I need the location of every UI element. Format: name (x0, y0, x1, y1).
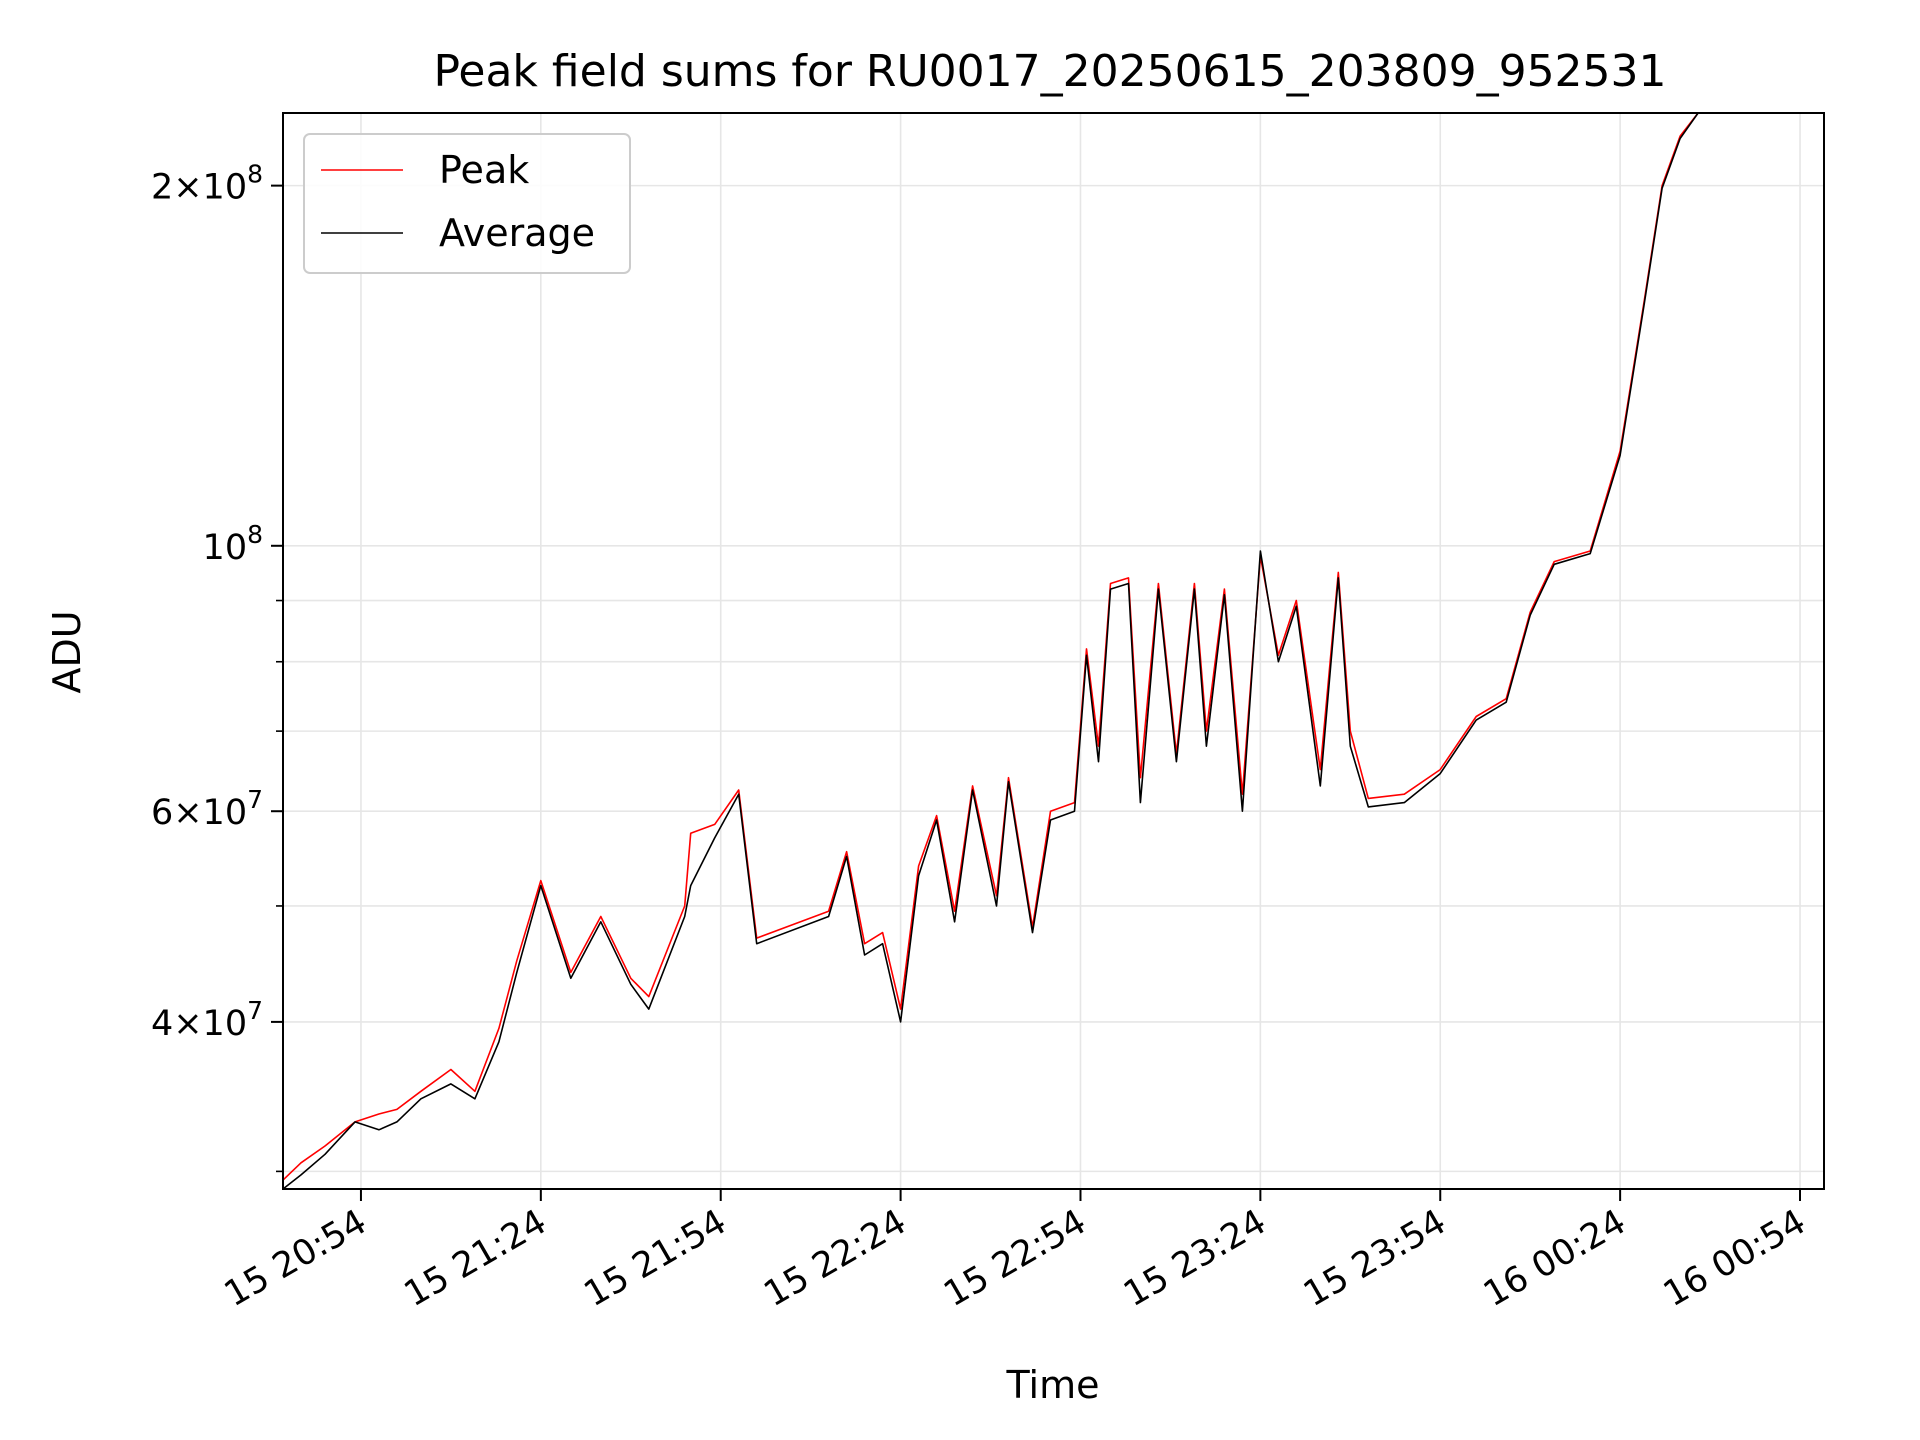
y-tick-exponent: 7 (247, 996, 263, 1025)
plot-series (282, 112, 1699, 1190)
legend-label-peak: Peak (439, 148, 529, 192)
y-tick-times: × (173, 1004, 202, 1044)
y-tick-base: 2 (151, 168, 173, 208)
y-tick-exponent: 8 (247, 520, 263, 549)
y-axis-label: ADU (45, 610, 89, 693)
legend-box (303, 133, 631, 274)
y-tick-label: 4×107 (151, 996, 263, 1044)
legend-label-average: Average (439, 211, 595, 255)
y-tick-ten: 10 (203, 528, 248, 568)
y-tick-exponent: 7 (247, 785, 263, 814)
legend: Peak Average (303, 133, 631, 274)
y-tick-label: 108 (203, 520, 263, 568)
y-tick-label: 6×107 (151, 785, 263, 833)
y-tick-base: 6 (151, 793, 173, 833)
series-line-average (282, 112, 1699, 1190)
grid (283, 113, 1824, 1189)
y-tick-exponent: 8 (247, 160, 263, 189)
plot-frame (282, 112, 1825, 1190)
y-tick-ten: 10 (203, 793, 248, 833)
chart-title: Peak field sums for RU0017_20250615_2038… (433, 46, 1666, 97)
x-axis-label: Time (1006, 1363, 1100, 1407)
y-tick-label: 2×108 (151, 160, 263, 208)
y-tick-base: 4 (151, 1004, 173, 1044)
y-tick-ten: 10 (203, 168, 248, 208)
y-tick-times: × (173, 793, 202, 833)
series-line-peak (282, 112, 1699, 1181)
y-tick-times: × (173, 168, 202, 208)
y-tick-ten: 10 (203, 1004, 248, 1044)
